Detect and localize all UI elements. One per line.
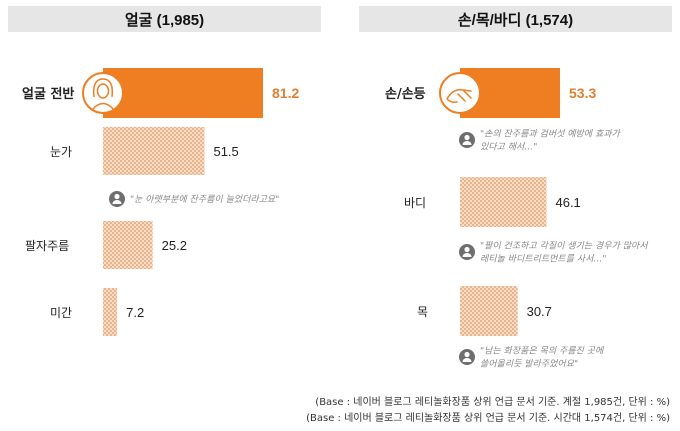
left-panel-header: 얼굴 (1,985) bbox=[8, 6, 321, 32]
category-label: 팔자주름 bbox=[25, 239, 69, 253]
hand-outline-icon bbox=[439, 72, 481, 114]
value-label: 7.2 bbox=[126, 305, 144, 320]
value-label: 51.5 bbox=[213, 144, 238, 159]
category-label: 목 bbox=[417, 305, 428, 319]
value-label: 30.7 bbox=[527, 304, 552, 319]
footnote-1: (Base : 네이버 블로그 레티놀화장품 상위 언급 문서 기준. 계절 1… bbox=[315, 397, 670, 408]
quote-text: "손의 잔주름과 검버섯 예방에 효과가 bbox=[480, 129, 622, 140]
left-chart: 얼굴 전반 81.2 눈가 51.5 팔자주름 25.2 미간 7.2 "눈 아랫부분에 잔주름… bbox=[22, 68, 299, 336]
right-panel-header: 손/목/바디 (1,574) bbox=[359, 6, 672, 32]
value-label: 81.2 bbox=[272, 85, 299, 101]
quote-text: 쓸어올리듯 발라주었어요" bbox=[480, 359, 578, 370]
face-outline-icon bbox=[82, 72, 124, 114]
bar-미간 bbox=[103, 288, 118, 336]
quote-text: 있다고 해서…" bbox=[480, 142, 537, 153]
bar-목 bbox=[460, 286, 518, 336]
quote-text: "눈 아랫부분에 잔주름이 늘었더라고요" bbox=[130, 194, 279, 205]
bar-바디 bbox=[460, 177, 547, 227]
category-label: 손/손등 bbox=[385, 87, 426, 102]
footnote-2: (Base : 네이버 블로그 레티놀화장품 상위 언급 문서 기준. 시간대 … bbox=[306, 413, 670, 424]
category-label: 얼굴 전반 bbox=[22, 86, 74, 102]
value-label: 25.2 bbox=[162, 238, 187, 253]
quote-text: 레티놀 바디트리트먼트를 사서…" bbox=[480, 254, 607, 265]
quote-text: "남는 화장품은 목의 주름진 곳에 bbox=[480, 346, 605, 357]
value-label: 46.1 bbox=[555, 195, 580, 210]
person-icon bbox=[459, 132, 475, 148]
person-icon bbox=[109, 191, 125, 207]
right-chart: 손/손등 53.3 바디 46.1 목 30.7 "손의 잔주름과 검버섯 예방에 효과가있… bbox=[385, 68, 648, 370]
person-icon bbox=[459, 244, 475, 260]
value-label: 53.3 bbox=[569, 85, 596, 101]
bar-얼굴 전반 bbox=[103, 68, 263, 118]
category-label: 바디 bbox=[404, 196, 426, 210]
category-label: 눈가 bbox=[50, 145, 72, 159]
quote-text: "팔이 건조하고 각질이 생기는 경우가 많아서 bbox=[480, 241, 648, 252]
category-label: 미간 bbox=[50, 306, 72, 320]
bar-눈가 bbox=[103, 127, 205, 175]
bar-팔자주름 bbox=[103, 221, 153, 269]
person-icon bbox=[459, 349, 475, 365]
